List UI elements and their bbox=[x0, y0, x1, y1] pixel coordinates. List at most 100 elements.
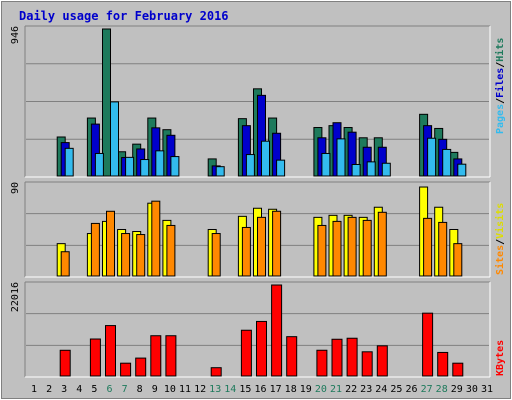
kbytes-panel bbox=[24, 281, 491, 378]
bar-kbytes-day-22 bbox=[346, 337, 358, 377]
top-panel-legend: Pages/Files/Hits bbox=[494, 38, 506, 134]
bar-sites-day-7 bbox=[121, 233, 131, 277]
bar-sites-day-23 bbox=[362, 219, 372, 277]
bar-sites-day-9 bbox=[151, 200, 161, 277]
bar-kbytes-day-3 bbox=[59, 349, 71, 377]
bar-kbytes-day-10 bbox=[165, 335, 177, 377]
bar-sites-day-20 bbox=[317, 224, 327, 277]
bar-pages-day-24 bbox=[381, 162, 391, 177]
bar-pages-day-20 bbox=[321, 152, 331, 177]
bar-kbytes-day-17 bbox=[271, 284, 283, 377]
bar-kbytes-day-24 bbox=[376, 345, 388, 377]
bar-kbytes-day-15 bbox=[240, 329, 252, 377]
bar-kbytes-day-29 bbox=[452, 362, 464, 377]
bar-sites-day-21 bbox=[332, 220, 342, 277]
x-tick-label-day-6: 6 bbox=[106, 384, 112, 395]
bar-pages-day-23 bbox=[366, 161, 376, 177]
hits-files-pages-panel bbox=[24, 25, 491, 178]
bar-kbytes-day-5 bbox=[89, 338, 101, 377]
bar-pages-day-16 bbox=[261, 140, 270, 177]
bar-pages-day-15 bbox=[245, 154, 255, 177]
x-tick-label-day-12: 12 bbox=[194, 384, 206, 395]
x-tick-label-day-14: 14 bbox=[224, 384, 236, 395]
bar-sites-day-13 bbox=[211, 233, 221, 277]
bar-sites-day-15 bbox=[241, 226, 251, 277]
middle-panel-legend: Sites/Visits bbox=[494, 203, 506, 275]
bar-pages-day-6 bbox=[110, 101, 119, 177]
x-tick-label-day-5: 5 bbox=[91, 384, 97, 395]
bar-pages-day-29 bbox=[457, 163, 467, 177]
bar-sites-day-5 bbox=[90, 222, 100, 277]
x-tick-label-day-10: 10 bbox=[164, 384, 176, 395]
bar-pages-day-5 bbox=[94, 152, 104, 177]
bar-sites-day-8 bbox=[136, 234, 146, 277]
bar-sites-day-28 bbox=[438, 221, 448, 277]
x-tick-label-day-16: 16 bbox=[254, 384, 266, 395]
bar-kbytes-day-18 bbox=[286, 336, 298, 377]
bar-pages-day-3 bbox=[64, 147, 74, 177]
legend-sep-1: / bbox=[495, 98, 506, 104]
x-tick-label-day-8: 8 bbox=[137, 384, 143, 395]
x-tick-label-day-17: 17 bbox=[270, 384, 282, 395]
bottom-panel-legend: KBytes bbox=[495, 340, 506, 376]
bar-sites-day-3 bbox=[60, 251, 70, 277]
x-tick-label-day-7: 7 bbox=[122, 384, 128, 395]
x-tick-label-day-20: 20 bbox=[315, 384, 327, 395]
bar-sites-day-27 bbox=[423, 217, 433, 277]
bar-kbytes-day-27 bbox=[422, 312, 434, 377]
bar-sites-day-6 bbox=[106, 210, 115, 277]
x-tick-label-day-15: 15 bbox=[239, 384, 251, 395]
x-tick-label-day-28: 28 bbox=[436, 384, 448, 395]
bar-pages-day-28 bbox=[442, 148, 452, 177]
x-tick-label-day-11: 11 bbox=[179, 384, 191, 395]
top-panel-max-label: 946 bbox=[10, 26, 21, 44]
bar-kbytes-day-6 bbox=[105, 325, 116, 377]
bottom-panel-max-label: 22016 bbox=[10, 282, 21, 312]
x-tick-label-day-31: 31 bbox=[481, 384, 493, 395]
x-tick-label-day-13: 13 bbox=[209, 384, 221, 395]
x-tick-label-day-29: 29 bbox=[451, 384, 463, 395]
bar-kbytes-day-23 bbox=[361, 351, 373, 377]
x-tick-label-day-26: 26 bbox=[405, 384, 417, 395]
x-tick-label-day-23: 23 bbox=[360, 384, 372, 395]
x-tick-label-day-22: 22 bbox=[345, 384, 357, 395]
x-tick-label-day-27: 27 bbox=[421, 384, 433, 395]
visits-sites-panel bbox=[24, 181, 491, 278]
bar-sites-day-16 bbox=[257, 216, 266, 277]
chart-title: Daily usage for February 2016 bbox=[19, 9, 229, 23]
x-axis-day-labels: 1 2 3 4 5 6 7 8 9 10 11 12 13 14 15 16 17 18 19 20 21 22 23 24 2… bbox=[31, 384, 493, 395]
x-tick-label-day-9: 9 bbox=[152, 384, 158, 395]
bar-pages-day-7 bbox=[125, 156, 135, 177]
bar-kbytes-day-21 bbox=[331, 338, 343, 377]
legend-files: Files bbox=[494, 68, 506, 98]
x-tick-label-day-4: 4 bbox=[76, 384, 82, 395]
bar-pages-day-9 bbox=[155, 150, 165, 177]
bar-sites-day-10 bbox=[166, 224, 176, 277]
legend-sites: Sites bbox=[494, 245, 506, 275]
bar-pages-day-8 bbox=[140, 159, 150, 177]
x-tick-label-day-24: 24 bbox=[375, 384, 387, 395]
x-tick-label-day-25: 25 bbox=[390, 384, 402, 395]
bar-kbytes-day-20 bbox=[316, 349, 328, 377]
x-tick-label-day-21: 21 bbox=[330, 384, 342, 395]
bar-sites-day-17 bbox=[272, 210, 282, 277]
middle-panel-max-label: 90 bbox=[10, 182, 21, 194]
legend-sep-3: / bbox=[495, 239, 506, 245]
bar-pages-day-21 bbox=[336, 138, 346, 177]
bar-kbytes-day-7 bbox=[120, 362, 132, 377]
bar-kbytes-day-28 bbox=[437, 351, 449, 377]
legend-visits: Visits bbox=[494, 203, 506, 239]
x-tick-label-day-19: 19 bbox=[300, 384, 312, 395]
bar-kbytes-day-9 bbox=[150, 335, 162, 377]
legend-hits: Hits bbox=[494, 38, 506, 62]
legend-pages: Pages bbox=[495, 104, 506, 134]
x-tick-label-day-18: 18 bbox=[285, 384, 297, 395]
legend-sep-2: / bbox=[495, 62, 506, 68]
bar-sites-day-24 bbox=[377, 211, 387, 277]
bar-sites-day-29 bbox=[453, 243, 463, 277]
bar-kbytes-day-8 bbox=[135, 357, 147, 377]
bar-pages-day-27 bbox=[427, 137, 437, 177]
bar-kbytes-day-16 bbox=[256, 320, 267, 377]
